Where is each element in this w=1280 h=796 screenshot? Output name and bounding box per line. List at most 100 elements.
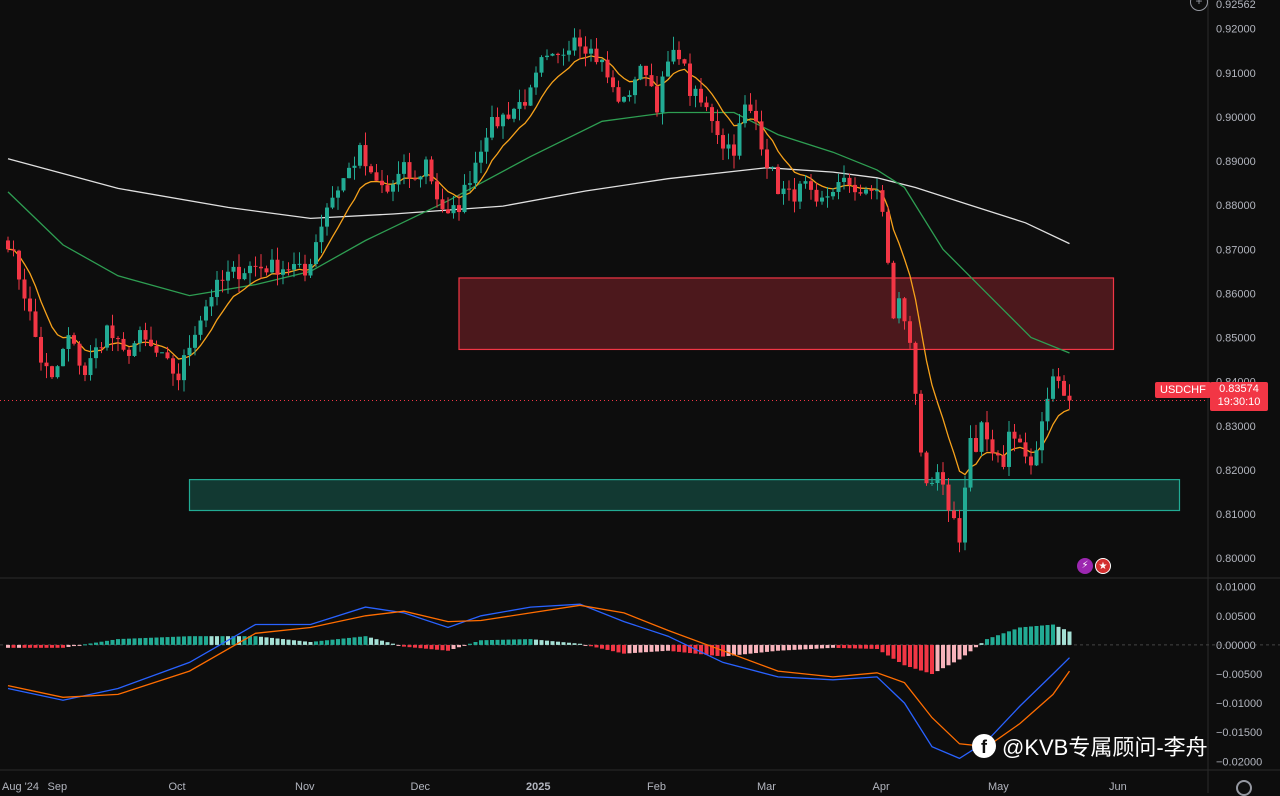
candle-body [550, 53, 555, 56]
candle-body [809, 181, 813, 190]
candle-body [831, 191, 835, 197]
macd-histogram-bar [803, 644, 808, 650]
macd-histogram-bar [270, 637, 274, 645]
price-tick-6: 0.86000 [1216, 288, 1256, 300]
macd-tick-6: −0.02000 [1216, 756, 1262, 768]
macd-histogram-bar [550, 641, 555, 645]
candle-body [1040, 421, 1044, 451]
macd-histogram-bar [127, 638, 131, 645]
macd-histogram-bar [930, 644, 934, 674]
macd-histogram-bar [17, 644, 21, 648]
macd-histogram-bar [1018, 627, 1022, 645]
candle-body [39, 336, 43, 363]
macd-axis[interactable]: 0.01000 0.00500 0.00000 −0.00500 −0.01000 −0.… [1216, 582, 1262, 769]
macd-histogram-bar [1001, 633, 1006, 645]
macd-histogram-bar [77, 644, 82, 646]
macd-histogram-bar [699, 644, 703, 655]
macd-histogram-bar [22, 644, 27, 648]
candle-body [781, 188, 786, 195]
macd-histogram-bar [820, 644, 824, 649]
macd-histogram-bar [732, 644, 736, 656]
time-axis[interactable]: Aug '24 Sep Oct Nov Dec 2025 Feb Mar Apr May Jun [2, 781, 1127, 793]
candle-body [374, 172, 379, 181]
candle-body [413, 178, 417, 180]
macd-histogram-bar [891, 644, 896, 659]
candle-body [72, 335, 76, 344]
candle-body [385, 185, 390, 192]
candle-body [677, 49, 681, 60]
candle-body [160, 352, 164, 354]
macd-histogram-bar [160, 637, 164, 645]
candle-body [281, 269, 285, 275]
candle-body [627, 95, 632, 97]
candle-body [633, 79, 637, 96]
macd-histogram-bar [776, 644, 780, 651]
symbol-badge: USDCHF [1155, 382, 1211, 398]
macd-pane[interactable] [0, 603, 1280, 760]
macd-histogram-bar [792, 644, 797, 650]
macd-histogram-bar [880, 644, 885, 653]
macd-histogram-bar [1023, 626, 1028, 645]
macd-histogram-bar [143, 637, 148, 645]
candle-body [17, 250, 21, 280]
candle-body [990, 439, 995, 454]
candle-body [660, 76, 665, 113]
price-axis[interactable]: 0.92000 0.91000 0.90000 0.89000 0.88000 0.870… [1216, 0, 1256, 565]
candle-body [143, 330, 148, 340]
us-flag-icon[interactable]: ★ [1095, 558, 1111, 574]
macd-histogram-bar [275, 638, 280, 645]
candle-body [116, 338, 120, 340]
macd-tick-0: 0.01000 [1216, 582, 1256, 594]
macd-histogram-bar [154, 637, 159, 645]
macd-histogram-bar [924, 644, 929, 673]
candle-body [248, 265, 252, 274]
macd-histogram-bar [149, 637, 153, 645]
macd-histogram-bar [908, 644, 912, 668]
macd-histogram-bar [979, 643, 984, 645]
macd-histogram-bar [556, 641, 560, 645]
candle-body [847, 177, 852, 185]
macd-tick-5: −0.01500 [1216, 727, 1262, 739]
candle-body [325, 207, 329, 227]
candle-body [6, 240, 10, 250]
candle-body [594, 48, 599, 63]
macd-histogram-bar [182, 636, 186, 645]
candle-body [1056, 376, 1061, 381]
macd-histogram-bar [490, 639, 494, 645]
macd-histogram-bar [66, 644, 71, 647]
macd-histogram-bar [165, 637, 170, 645]
event-markers[interactable]: ⚡ ★ [1077, 558, 1111, 574]
macd-histogram-bar [1051, 624, 1055, 645]
macd-histogram-bar [396, 644, 401, 646]
settings-gear-icon[interactable] [1236, 780, 1252, 796]
macd-histogram-bar [297, 640, 302, 645]
candle-body [759, 121, 764, 150]
lightning-event-icon[interactable]: ⚡ [1077, 558, 1093, 574]
time-tick-9: May [988, 781, 1009, 793]
macd-histogram-bar [281, 639, 285, 645]
macd-histogram-bar [94, 642, 98, 645]
candle-body [275, 259, 280, 275]
candle-body [1067, 395, 1072, 401]
candle-body [941, 472, 945, 485]
macd-histogram-bar [374, 639, 379, 645]
macd-histogram-bar [963, 644, 967, 656]
candle-body [517, 102, 522, 109]
macd-histogram-bar [600, 644, 604, 649]
price-tick-10: 0.82000 [1216, 465, 1256, 477]
watermark-text: @KVB专属顾问-李舟 [1002, 735, 1208, 760]
macd-histogram-bar [132, 638, 137, 645]
candle-body [77, 343, 82, 366]
macd-histogram-bar [649, 644, 654, 652]
macd-histogram-bar [473, 642, 478, 645]
macd-histogram-bar [446, 644, 450, 651]
candles[interactable] [6, 28, 1072, 553]
macd-histogram-bar [204, 636, 208, 645]
macd-histogram-bar [248, 636, 252, 645]
candle-body [715, 121, 720, 136]
candle-body [946, 484, 951, 511]
macd-histogram-bar [198, 636, 203, 645]
candle-body [330, 197, 335, 208]
